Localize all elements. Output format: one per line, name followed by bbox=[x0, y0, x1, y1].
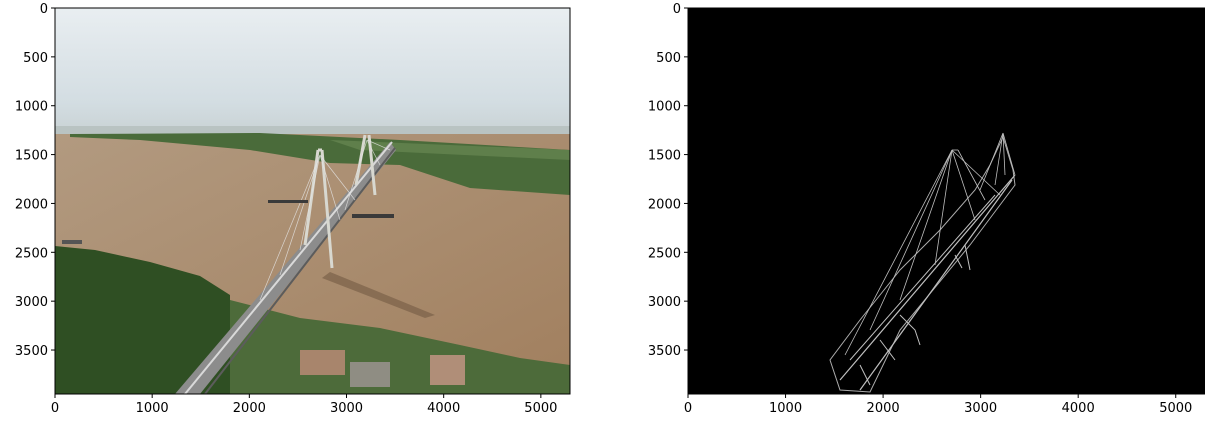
photo-x-tick-label: 5000 bbox=[524, 401, 557, 416]
photo-y-tick-label: 0 bbox=[40, 2, 48, 17]
mask-x-tick-label: 3000 bbox=[964, 401, 997, 416]
photo-x-tick-label: 4000 bbox=[427, 401, 460, 416]
stay-cables bbox=[259, 139, 391, 301]
photo-x-tick-label: 2000 bbox=[233, 401, 266, 416]
photo-y-tick-label: 2500 bbox=[15, 246, 48, 261]
barge-2 bbox=[352, 214, 394, 218]
mask-y-tick-label: 500 bbox=[656, 51, 681, 66]
ticks-layer: 0 1000 2000 3000 4000 50000500100015002000250… bbox=[15, 2, 1192, 416]
photo-panel bbox=[55, 8, 570, 394]
photo-y-tick-label: 3000 bbox=[15, 295, 48, 310]
distant-shore bbox=[55, 126, 570, 136]
photo-axes-frame bbox=[54, 7, 571, 395]
mask-x-tick-label: 0 bbox=[684, 401, 692, 416]
mask-y-tick-label: 1000 bbox=[648, 100, 681, 115]
sky bbox=[55, 8, 570, 134]
mask-y-tick-label: 2000 bbox=[648, 197, 681, 212]
photo-x-tick-label: 1000 bbox=[136, 401, 169, 416]
mask-y-tick-label: 1500 bbox=[648, 149, 681, 164]
barge bbox=[268, 200, 308, 203]
mask-x-tick-label: 1000 bbox=[769, 401, 802, 416]
photo-x-tick-label: 3000 bbox=[330, 401, 363, 416]
photo-x-tick-label: 0 bbox=[51, 401, 59, 416]
mask-panel bbox=[688, 8, 1205, 394]
mask-y-tick-label: 3500 bbox=[648, 344, 681, 359]
building-lot-3 bbox=[430, 355, 465, 385]
photo-y-tick-label: 3500 bbox=[15, 344, 48, 359]
mask-y-tick-label: 3000 bbox=[648, 295, 681, 310]
photo-y-tick-label: 500 bbox=[23, 51, 48, 66]
mask-y-tick-label: 0 bbox=[673, 2, 681, 17]
boat bbox=[62, 240, 82, 244]
bridge-wireframe bbox=[829, 132, 1016, 393]
building-lot bbox=[300, 350, 345, 375]
mask-y-tick-label: 2500 bbox=[648, 246, 681, 261]
left-forest bbox=[55, 246, 230, 394]
building-lot-2 bbox=[350, 362, 390, 387]
bridge-edge-2 bbox=[204, 147, 396, 394]
mask-x-tick-label: 4000 bbox=[1062, 401, 1095, 416]
photo-y-tick-label: 1500 bbox=[15, 149, 48, 164]
mask-x-tick-label: 5000 bbox=[1159, 401, 1192, 416]
mask-background bbox=[688, 8, 1205, 394]
mask-axes-frame bbox=[687, 7, 1205, 395]
photo-y-tick-label: 2000 bbox=[15, 197, 48, 212]
photo-y-tick-label: 1000 bbox=[15, 100, 48, 115]
bridge-shadow bbox=[322, 272, 435, 318]
mask-x-tick-label: 2000 bbox=[867, 401, 900, 416]
